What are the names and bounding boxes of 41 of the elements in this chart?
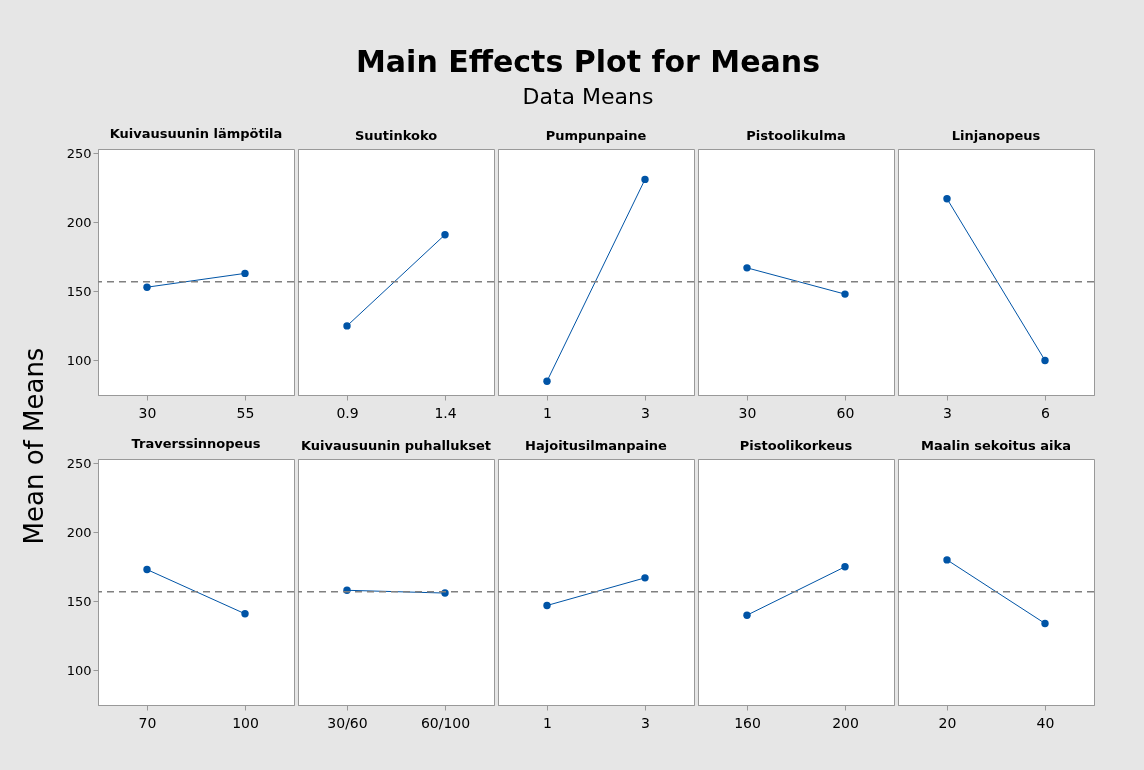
y-tick-label: 150 bbox=[66, 593, 92, 609]
x-tick-label: 55 bbox=[236, 404, 255, 421]
text: Traverssinnopeus bbox=[131, 436, 261, 452]
x-tick-label: 3 bbox=[641, 404, 650, 421]
y-tick-label: 200 bbox=[66, 524, 92, 540]
x-tick-label: 40 bbox=[1036, 714, 1055, 731]
text: Data Means bbox=[522, 84, 654, 109]
y-tick-label: 250 bbox=[66, 145, 92, 161]
x-tick-label: 3 bbox=[943, 404, 952, 421]
text: Maalin sekoitus aika bbox=[921, 438, 1071, 453]
text: Pistoolikulma bbox=[746, 128, 846, 143]
x-tick-label: 60 bbox=[836, 404, 855, 421]
text: Suutinkoko bbox=[354, 128, 438, 143]
text: Kuivausuunin lämpötila bbox=[109, 126, 283, 142]
y-tick-label: 150 bbox=[66, 283, 92, 299]
text: Pistoolikorkeus bbox=[739, 438, 853, 453]
x-tick-label: 1.4 bbox=[434, 404, 457, 421]
x-tick-label: 70 bbox=[138, 714, 157, 731]
text: Hajoitusilmanpaine bbox=[525, 438, 668, 453]
x-tick-label: 3 bbox=[641, 714, 650, 731]
y-tick-label: 100 bbox=[66, 352, 92, 368]
x-tick-label: 200 bbox=[832, 714, 859, 731]
x-tick-label: 30/60 bbox=[327, 714, 368, 731]
x-tick-label: 30 bbox=[138, 404, 157, 421]
x-tick-label: 60/100 bbox=[420, 714, 471, 731]
x-tick-label: 30 bbox=[738, 404, 757, 421]
x-tick-label: 160 bbox=[734, 714, 761, 731]
y-tick-label: 200 bbox=[66, 214, 92, 230]
text: Main Effects Plot for Means bbox=[356, 44, 820, 79]
text: Linjanopeus bbox=[951, 128, 1041, 143]
x-tick-label: 1 bbox=[543, 714, 552, 731]
text: Kuivausuunin puhallukset bbox=[301, 438, 491, 453]
x-tick-label: 100 bbox=[232, 714, 259, 731]
y-tick-label: 100 bbox=[66, 662, 92, 678]
x-tick-label: 6 bbox=[1041, 404, 1051, 421]
x-tick-label: 0.9 bbox=[336, 404, 359, 421]
y-axis-title: Mean of Means bbox=[19, 347, 49, 545]
y-tick-label: 250 bbox=[66, 455, 92, 471]
x-tick-label: 20 bbox=[938, 714, 957, 731]
x-tick-label: 1 bbox=[543, 404, 552, 421]
text: Pumpunpaine bbox=[545, 128, 647, 143]
